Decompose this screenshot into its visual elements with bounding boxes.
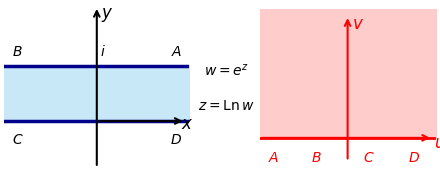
Text: $A$: $A$	[171, 45, 182, 59]
Text: $B$: $B$	[311, 151, 321, 165]
Text: $x$: $x$	[181, 115, 194, 133]
Text: $v$: $v$	[352, 15, 364, 33]
Text: $w = e^z$: $w = e^z$	[204, 62, 249, 78]
Text: $z = \mathrm{Ln}\, w$: $z = \mathrm{Ln}\, w$	[198, 99, 255, 113]
Text: $u$: $u$	[434, 134, 440, 152]
Text: $D$: $D$	[408, 151, 421, 165]
Text: $i$: $i$	[100, 44, 106, 59]
Text: $B$: $B$	[12, 45, 22, 59]
Text: $y$: $y$	[101, 5, 114, 24]
Text: $A$: $A$	[268, 151, 279, 165]
Text: $C$: $C$	[12, 133, 23, 147]
Text: $D$: $D$	[170, 133, 182, 147]
Text: $C$: $C$	[363, 151, 374, 165]
